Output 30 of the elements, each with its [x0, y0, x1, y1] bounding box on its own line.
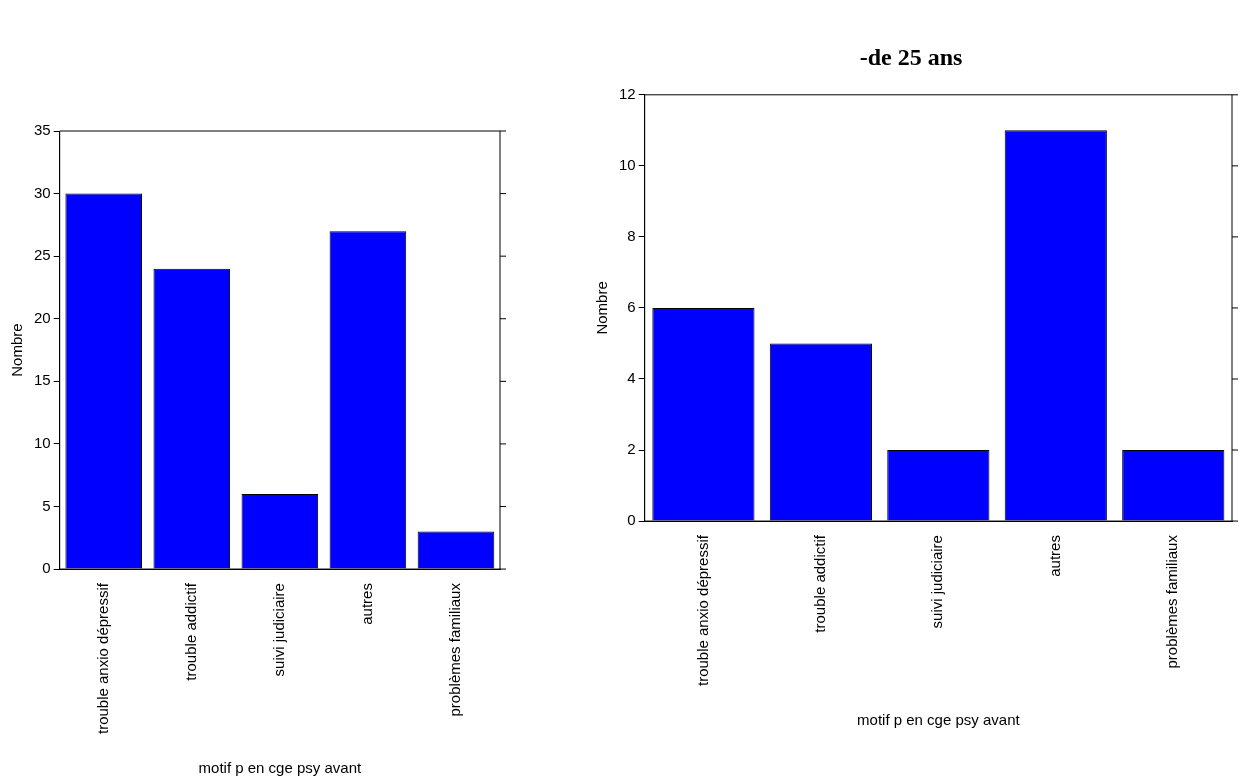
- x-tick-label: suivi judiciaire: [269, 583, 287, 677]
- chart-title: -de 25 ans: [859, 43, 963, 70]
- y-tick-label: 30: [34, 183, 51, 201]
- y-tick-label: 15: [34, 371, 51, 389]
- y-tick-label: 12: [619, 84, 636, 102]
- y-tick-label: 10: [34, 434, 51, 452]
- x-tick-label: trouble anxio dépressif: [93, 582, 111, 735]
- y-tick-label: 8: [627, 227, 636, 245]
- x-tick-label: suivi judiciaire: [928, 535, 946, 629]
- y-tick-label: 35: [34, 121, 51, 139]
- y-tick-label: 4: [627, 369, 636, 387]
- x-tick-label: autres: [1045, 535, 1063, 577]
- y-tick-label: 20: [34, 308, 51, 326]
- y-tick-label: 2: [627, 440, 636, 458]
- x-tick-label: problèmes familiaux: [446, 582, 464, 717]
- y-tick-label: 0: [42, 559, 51, 577]
- x-tick-label: trouble addictif: [811, 534, 829, 633]
- y-tick-label: 5: [42, 496, 51, 514]
- x-tick-label: problèmes familiaux: [1163, 534, 1181, 669]
- y-tick-label: 6: [627, 298, 636, 316]
- y-tick-label: 10: [619, 155, 636, 173]
- y-axis-title: Nombre: [8, 323, 26, 377]
- x-tick-label: trouble addictif: [181, 582, 199, 681]
- y-axis-title: Nombre: [593, 281, 611, 335]
- x-tick-label: trouble anxio dépressif: [693, 534, 711, 687]
- x-axis-title: motif p en cge psy avant: [198, 759, 362, 777]
- y-tick-label: 25: [34, 246, 51, 264]
- x-axis-title: motif p en cge psy avant: [857, 711, 1021, 729]
- y-tick-label: 0: [627, 511, 636, 529]
- x-tick-label: autres: [358, 583, 376, 625]
